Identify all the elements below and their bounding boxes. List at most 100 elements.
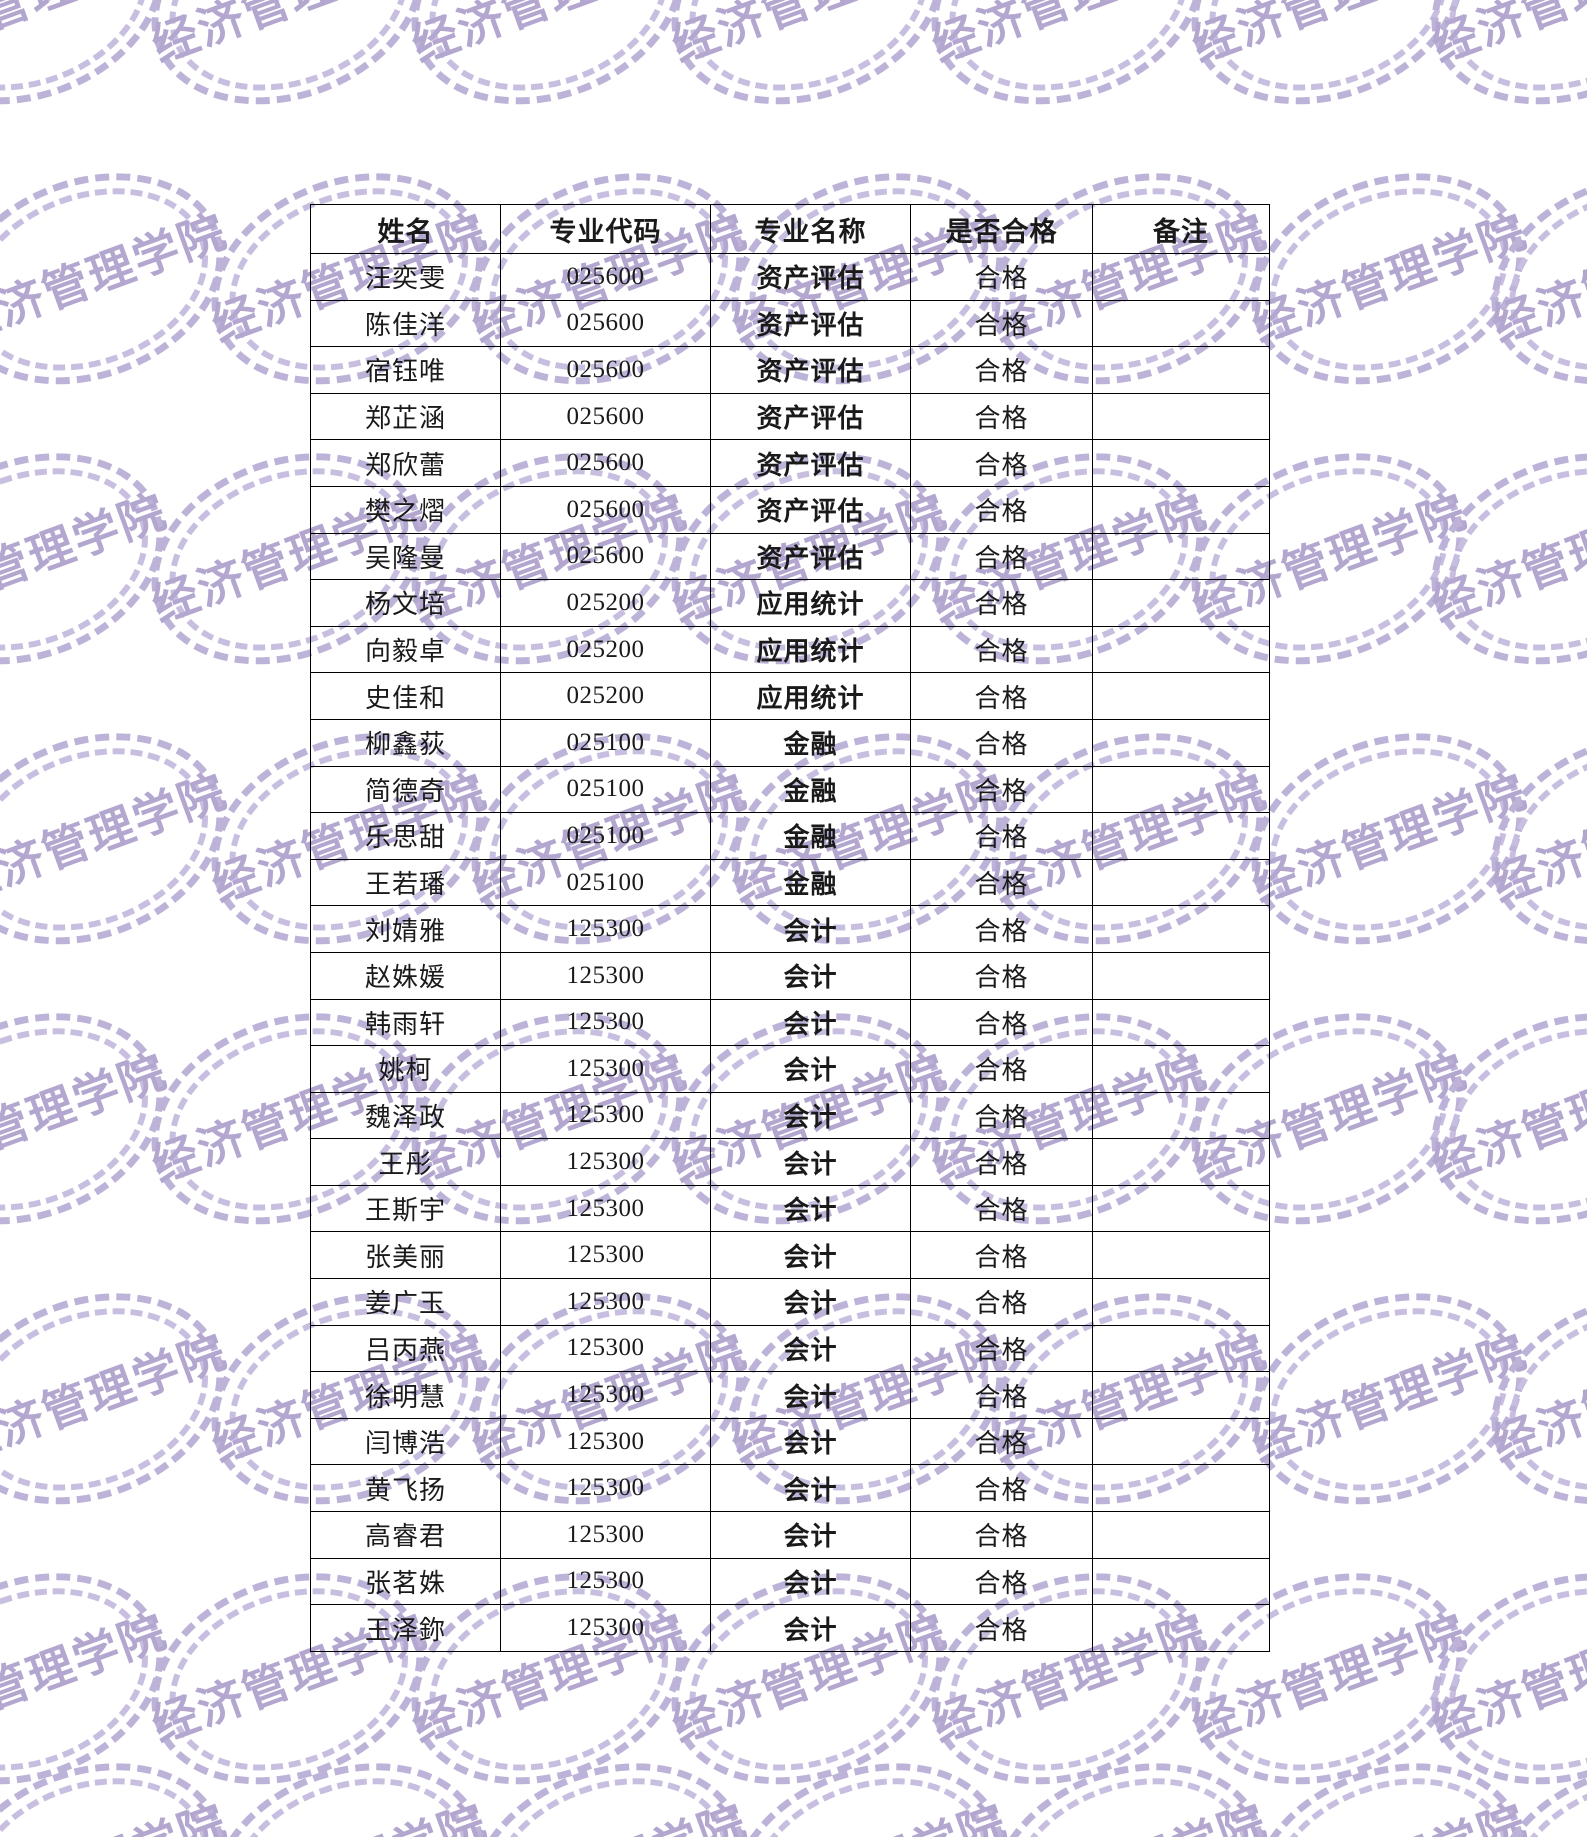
table-row: 乐思甜 025100 金融 合格 [310,812,1270,860]
cell-remark [1092,812,1270,860]
cell-major-code: 125300 [500,951,711,1000]
table-row: 徐明慧 125300 会计 合格 [310,1371,1270,1419]
cell-pass-status: 合格 [910,1184,1093,1233]
cell-name: 汪奕雯 [310,253,501,301]
table-row: 郑芷涵 025600 资产评估 合格 [310,392,1270,441]
cell-major-code: 025600 [500,485,711,534]
table-row: 王彤 125300 会计 合格 [310,1138,1270,1186]
table-row: 史佳和 025200 应用统计 合格 [310,672,1270,720]
cell-name: 杨文培 [310,579,501,627]
cell-major-code: 125300 [500,1231,711,1280]
cell-remark [1092,951,1270,1000]
qualification-table-container: 姓名 专业代码 专业名称 是否合格 备注 汪奕雯 025600 资产评估 合格 陈佳洋 0… [310,204,1270,1652]
table-header: 姓名 专业代码 专业名称 是否合格 备注 [310,204,1270,254]
cell-major-code: 025600 [500,253,711,301]
cell-pass-status: 合格 [910,1417,1093,1466]
cell-major-code: 025100 [500,718,711,767]
cell-major-code: 125300 [500,1417,711,1466]
cell-remark [1092,1045,1270,1093]
cell-major-code: 125300 [500,1324,711,1373]
table-row: 杨文培 025200 应用统计 合格 [310,579,1270,627]
qualification-result-table: 姓名 专业代码 专业名称 是否合格 备注 汪奕雯 025600 资产评估 合格 陈佳洋 0… [310,204,1270,1652]
cell-pass-status: 合格 [910,998,1093,1047]
cell-pass-status: 合格 [910,951,1093,1000]
cell-pass-status: 合格 [910,1604,1093,1652]
cell-major-code: 025200 [500,625,711,674]
cell-name: 韩雨轩 [310,998,501,1047]
table-row: 柳鑫荻 025100 金融 合格 [310,718,1270,767]
cell-remark [1092,253,1270,301]
table-row: 王若璠 025100 金融 合格 [310,858,1270,907]
cell-remark [1092,905,1270,953]
cell-remark [1092,718,1270,767]
cell-remark [1092,998,1270,1047]
cell-remark [1092,579,1270,627]
cell-major-code: 025600 [500,532,711,581]
cell-major-name: 资产评估 [710,439,911,487]
cell-major-name: 会计 [710,1184,911,1233]
cell-pass-status: 合格 [910,858,1093,907]
cell-major-name: 会计 [710,1324,911,1373]
table-row: 郑欣蕾 025600 资产评估 合格 [310,439,1270,487]
cell-remark [1092,625,1270,674]
cell-pass-status: 合格 [910,1278,1093,1326]
column-header-pass: 是否合格 [910,204,1093,254]
cell-pass-status: 合格 [910,532,1093,581]
cell-major-name: 会计 [710,905,911,953]
cell-pass-status: 合格 [910,812,1093,860]
cell-major-name: 金融 [710,812,911,860]
cell-major-code: 125300 [500,998,711,1047]
cell-name: 郑欣蕾 [310,439,501,487]
cell-remark [1092,1184,1270,1233]
table-row: 韩雨轩 125300 会计 合格 [310,998,1270,1047]
cell-pass-status: 合格 [910,1511,1093,1559]
column-header-code: 专业代码 [500,204,711,254]
cell-major-name: 应用统计 [710,579,911,627]
cell-name: 张美丽 [310,1231,501,1280]
table-row: 吕丙燕 125300 会计 合格 [310,1324,1270,1373]
cell-pass-status: 合格 [910,392,1093,441]
cell-major-code: 125300 [500,1604,711,1652]
cell-major-name: 会计 [710,1464,911,1513]
table-row: 刘婧雅 125300 会计 合格 [310,905,1270,953]
cell-pass-status: 合格 [910,439,1093,487]
table-row: 魏泽政 125300 会计 合格 [310,1091,1270,1140]
cell-major-code: 125300 [500,1138,711,1186]
cell-major-name: 应用统计 [710,672,911,720]
cell-major-name: 会计 [710,998,911,1047]
cell-remark [1092,1604,1270,1652]
cell-major-name: 资产评估 [710,346,911,394]
cell-major-code: 025100 [500,858,711,907]
cell-major-code: 025200 [500,672,711,720]
cell-major-name: 金融 [710,858,911,907]
cell-major-code: 125300 [500,905,711,953]
cell-major-code: 125300 [500,1278,711,1326]
cell-name: 乐思甜 [310,812,501,860]
table-row: 张美丽 125300 会计 合格 [310,1231,1270,1280]
cell-remark [1092,1464,1270,1513]
cell-major-code: 125300 [500,1371,711,1419]
cell-major-code: 025600 [500,346,711,394]
cell-pass-status: 合格 [910,672,1093,720]
cell-major-code: 025600 [500,439,711,487]
cell-name: 宿钰唯 [310,346,501,394]
cell-major-name: 金融 [710,765,911,814]
cell-remark [1092,1371,1270,1419]
table-row: 姚柯 125300 会计 合格 [310,1045,1270,1093]
cell-name: 姚柯 [310,1045,501,1093]
cell-name: 向毅卓 [310,625,501,674]
cell-major-name: 应用统计 [710,625,911,674]
cell-pass-status: 合格 [910,718,1093,767]
table-row: 樊之熠 025600 资产评估 合格 [310,485,1270,534]
cell-remark [1092,1231,1270,1280]
table-row: 宿钰唯 025600 资产评估 合格 [310,346,1270,394]
cell-pass-status: 合格 [910,1045,1093,1093]
cell-major-name: 会计 [710,1278,911,1326]
cell-major-name: 会计 [710,1045,911,1093]
cell-remark [1092,392,1270,441]
cell-major-name: 资产评估 [710,532,911,581]
cell-name: 闫博浩 [310,1417,501,1466]
cell-pass-status: 合格 [910,1371,1093,1419]
cell-major-code: 125300 [500,1557,711,1606]
cell-pass-status: 合格 [910,299,1093,348]
